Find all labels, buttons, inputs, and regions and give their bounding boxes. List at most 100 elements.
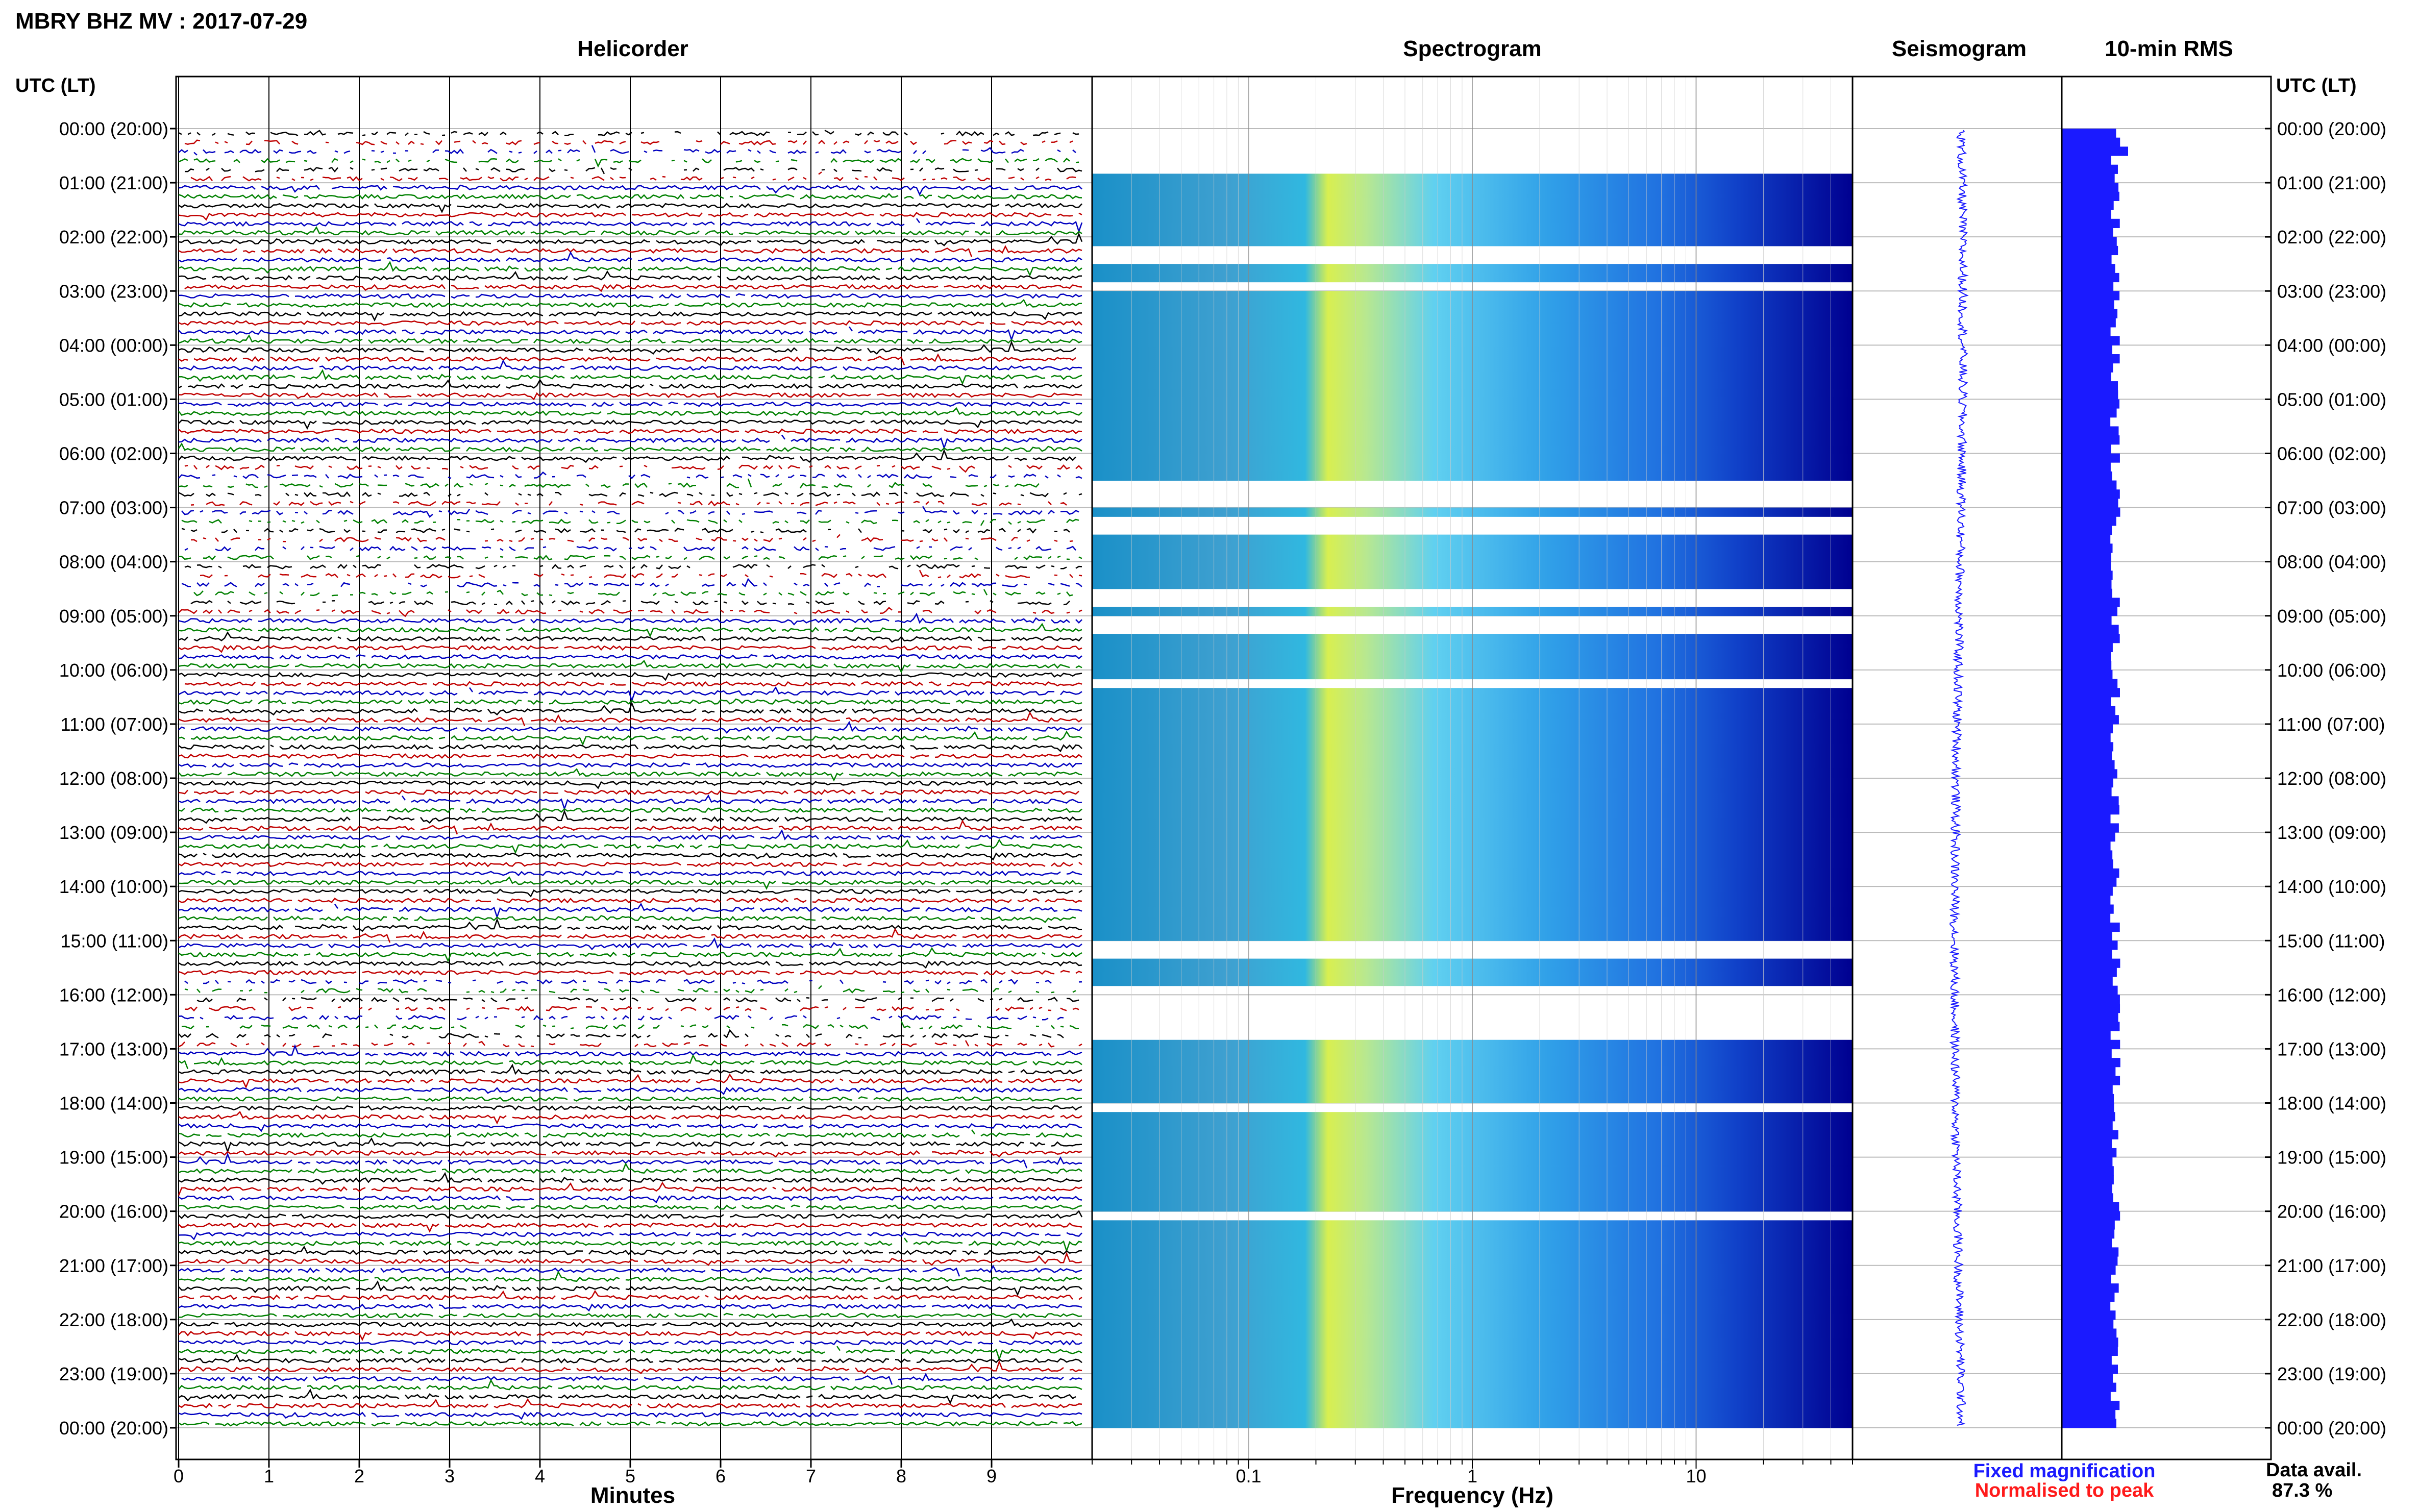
helicorder-row-trace bbox=[178, 1210, 1083, 1219]
helicorder-row-trace bbox=[178, 1280, 1082, 1297]
rms-bar bbox=[2062, 336, 2120, 345]
helicorder-row-trace bbox=[184, 563, 1082, 569]
hour-label-right: 13:00 (09:00) bbox=[2277, 822, 2386, 843]
rms-bar bbox=[2062, 399, 2120, 409]
rms-bar bbox=[2062, 489, 2120, 499]
hour-label-right: 16:00 (12:00) bbox=[2277, 984, 2386, 1005]
data-availability-label: Data avail. bbox=[2266, 1459, 2362, 1481]
hour-label-right: 11:00 (07:00) bbox=[2277, 714, 2385, 735]
rms-bar bbox=[2062, 255, 2112, 264]
rms-bar bbox=[2062, 841, 2111, 851]
rms-bar bbox=[2062, 1004, 2120, 1013]
rms-bar bbox=[2062, 218, 2120, 228]
hour-label-left: 08:00 (04:00) bbox=[59, 552, 168, 573]
time-header-right: UTC (LT) bbox=[2276, 75, 2357, 96]
helicorder-row-trace bbox=[178, 251, 1082, 263]
rms-bar bbox=[2062, 1400, 2120, 1410]
helicorder-row-trace bbox=[178, 1340, 1082, 1346]
hour-label-right: 06:00 (02:00) bbox=[2277, 443, 2386, 464]
hour-label-left: 22:00 (18:00) bbox=[59, 1309, 168, 1330]
hour-labels: 00:00 (20:00) 00:00 (20:00) 01:00 (21:00) 0… bbox=[59, 118, 2386, 1439]
helicorder-frame bbox=[175, 76, 1093, 1460]
helicorder-row-trace bbox=[178, 428, 1082, 434]
rms-bar bbox=[2062, 607, 2117, 616]
rms-bar bbox=[2062, 264, 2115, 274]
hour-label-right: 10:00 (06:00) bbox=[2277, 660, 2386, 681]
rms-bar bbox=[2062, 390, 2118, 400]
rms-bar bbox=[2062, 1121, 2113, 1131]
rms-bar bbox=[2062, 1310, 2116, 1320]
rms-bar bbox=[2062, 1328, 2117, 1338]
helicorder-row-trace bbox=[178, 1181, 1082, 1196]
helicorder-row-trace bbox=[178, 623, 1082, 638]
rms-bar bbox=[2062, 859, 2113, 869]
rms-bar bbox=[2062, 354, 2120, 364]
minute-tick-label: 2 bbox=[354, 1466, 364, 1486]
rms-bar bbox=[2062, 1382, 2116, 1392]
helicorder-row-trace bbox=[178, 401, 1082, 407]
rms-bar bbox=[2062, 823, 2119, 833]
rms-bar bbox=[2062, 1301, 2111, 1311]
hour-label-right: 09:00 (05:00) bbox=[2277, 606, 2386, 627]
helicorder-row-trace bbox=[178, 1312, 1082, 1319]
helicorder-row-trace bbox=[181, 506, 1079, 518]
rms-bar bbox=[2062, 1039, 2120, 1049]
helicorder-row-trace bbox=[178, 1096, 1082, 1102]
hour-label-right: 00:00 (20:00) bbox=[2277, 1418, 2386, 1439]
helicorder-row-trace bbox=[178, 158, 1079, 168]
helicorder-row-trace bbox=[178, 730, 1082, 746]
hour-label-left: 03:00 (23:00) bbox=[59, 281, 168, 302]
helicorder-row-trace bbox=[178, 1265, 1082, 1277]
rms-bar bbox=[2062, 1148, 2117, 1158]
helicorder-row-trace bbox=[178, 1237, 1082, 1253]
helicorder-row-trace bbox=[178, 270, 1082, 281]
helicorder-row-trace bbox=[178, 780, 1082, 789]
rms-bar bbox=[2062, 516, 2116, 526]
helicorder-row-trace bbox=[178, 419, 1082, 430]
rms-bar bbox=[2062, 408, 2117, 418]
helicorder-row-trace bbox=[178, 184, 1082, 196]
rms-bar bbox=[2062, 183, 2119, 192]
helicorder-row-trace bbox=[178, 659, 1082, 674]
helicorder-row-trace bbox=[178, 897, 1082, 904]
rms-bar bbox=[2062, 1031, 2111, 1040]
rms-bar bbox=[2062, 968, 2117, 977]
rms-bar bbox=[2062, 291, 2120, 301]
hour-label-left: 13:00 (09:00) bbox=[59, 822, 168, 843]
helicorder-row-trace bbox=[178, 1105, 1082, 1111]
helicorder-row-trace bbox=[184, 985, 1076, 994]
rms-bar bbox=[2062, 201, 2114, 210]
helicorder-row-trace bbox=[178, 1346, 1082, 1361]
helicorder-traces bbox=[179, 77, 1082, 1459]
helicorder-row-trace bbox=[178, 918, 1082, 932]
spectrogram-title: Spectrogram bbox=[1403, 36, 1541, 61]
rms-bar bbox=[2062, 733, 2111, 742]
rms-bar bbox=[2062, 697, 2111, 707]
helicorder-row-trace bbox=[178, 1231, 1082, 1241]
helicorder-row-trace bbox=[178, 491, 1082, 498]
hour-label-left: 00:00 (20:00) bbox=[59, 1418, 168, 1439]
frequency-axis-label: Frequency (Hz) bbox=[1391, 1483, 1553, 1508]
rms-bar bbox=[2062, 1166, 2114, 1176]
rms-bar bbox=[2062, 1067, 2116, 1076]
rms-bar bbox=[2062, 1229, 2115, 1239]
rms-bar bbox=[2062, 688, 2120, 698]
rms-bar bbox=[2062, 1211, 2120, 1221]
rms-bar bbox=[2062, 237, 2117, 246]
spectrogram-image bbox=[1092, 77, 1853, 1459]
seismogram-trace bbox=[1949, 130, 1969, 1426]
helicorder-row-trace bbox=[178, 711, 1082, 727]
legend-fixed-magnification: Fixed magnification bbox=[1973, 1460, 2156, 1482]
rms-bar bbox=[2062, 877, 2117, 887]
rms-bar bbox=[2062, 137, 2120, 147]
helicorder-row-trace bbox=[178, 471, 1082, 479]
helicorder-row-trace bbox=[178, 311, 1082, 322]
helicorder-row-trace bbox=[178, 937, 1082, 951]
helicorder-row-trace bbox=[178, 1137, 1082, 1154]
minutes-axis-label: Minutes bbox=[590, 1483, 675, 1508]
rms-bar bbox=[2062, 1419, 2116, 1428]
hour-label-left: 23:00 (19:00) bbox=[59, 1364, 168, 1384]
hour-label-left: 02:00 (22:00) bbox=[59, 227, 168, 247]
helicorder-row-trace bbox=[178, 612, 1082, 626]
